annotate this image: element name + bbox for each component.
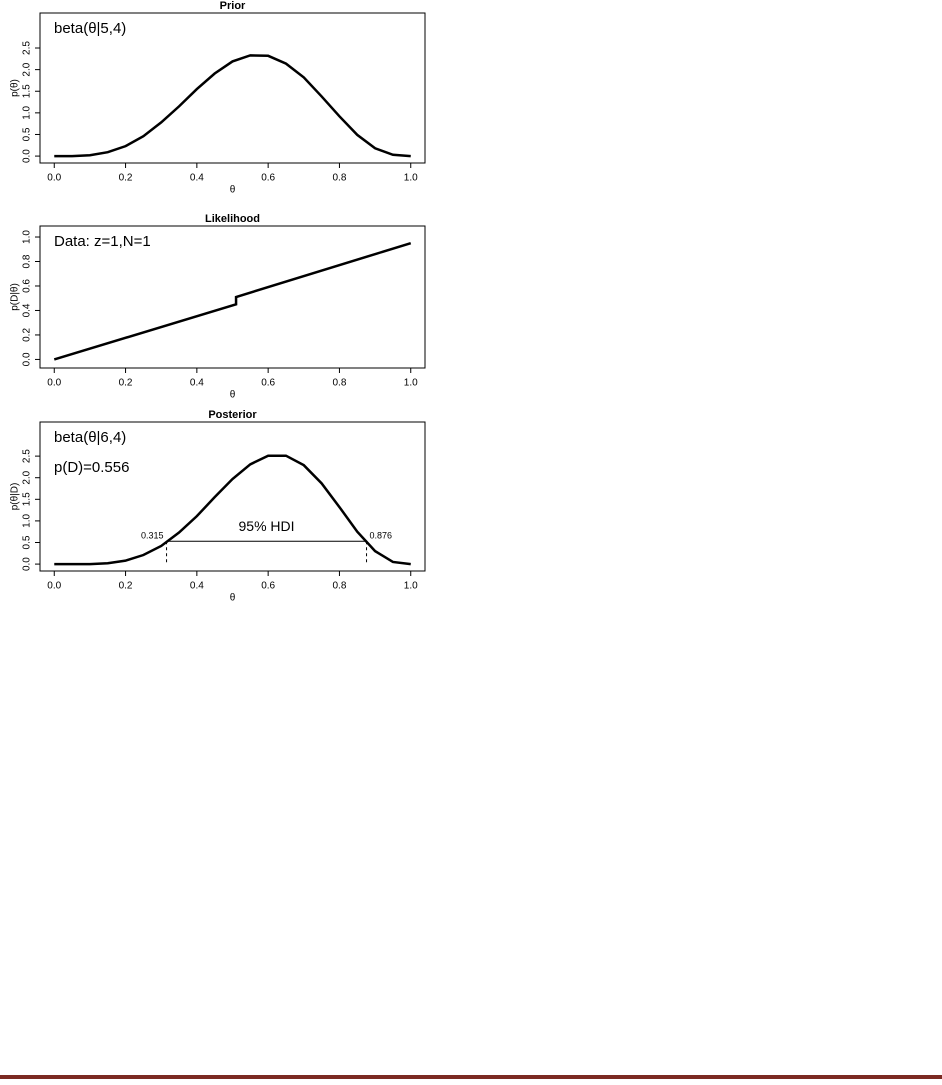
x-tick-label: 0.2 (119, 581, 133, 592)
y-tick-label: 0.2 (22, 328, 33, 342)
x-tick-label: 0.8 (332, 173, 346, 184)
annotation: p(D)=0.556 (54, 459, 129, 476)
y-tick-label: 0.0 (22, 352, 33, 366)
plot-frame (39, 225, 426, 369)
y-axis-label: p(θ) (10, 79, 21, 97)
y-tick-label: 2.0 (22, 62, 33, 76)
x-tick-label: 0.2 (119, 378, 133, 389)
y-axis-label: p(θ|D) (10, 483, 21, 511)
y-tick-label: 0.0 (22, 149, 33, 163)
x-axis-label: θ (230, 390, 236, 401)
chart-title: Likelihood (205, 213, 260, 225)
annotation: beta(θ|5,4) (54, 20, 126, 37)
x-tick-label: 1.0 (404, 581, 418, 592)
y-tick-label: 1.5 (22, 84, 33, 98)
x-tick-label: 0.6 (261, 581, 275, 592)
y-tick-label: 1.0 (22, 105, 33, 119)
y-tick-label: 0.4 (22, 303, 33, 317)
chart-title: Prior (220, 0, 246, 12)
hdi-limit-label: 0.315 (141, 531, 164, 541)
y-tick-label: 2.5 (22, 41, 33, 55)
x-tick-label: 0.4 (190, 581, 204, 592)
y-tick-label: 0.8 (22, 254, 33, 268)
plot-frame (39, 12, 426, 164)
x-tick-label: 0.0 (47, 378, 61, 389)
y-tick-label: 0.0 (22, 557, 33, 571)
chart-title: Posterior (208, 409, 257, 421)
data-line (54, 54, 411, 158)
annotation: Data: z=1,N=1 (54, 233, 151, 250)
y-tick-label: 1.5 (22, 492, 33, 506)
annotation: beta(θ|6,4) (54, 429, 126, 446)
x-tick-label: 0.0 (47, 173, 61, 184)
y-tick-label: 1.0 (22, 230, 33, 244)
x-axis-label: θ (230, 185, 236, 196)
y-axis-label: p(D|θ) (10, 283, 21, 311)
hdi-limit-label: 0.876 (370, 531, 393, 541)
x-tick-label: 0.8 (332, 378, 346, 389)
y-tick-label: 0.5 (22, 127, 33, 141)
plot-frame (39, 421, 426, 572)
x-tick-label: 1.0 (404, 378, 418, 389)
x-axis-label: θ (230, 593, 236, 604)
x-tick-label: 0.8 (332, 581, 346, 592)
data-line (53, 241, 412, 361)
x-tick-label: 0.0 (47, 581, 61, 592)
y-tick-label: 1.0 (22, 514, 33, 528)
y-tick-label: 2.0 (22, 470, 33, 484)
x-tick-label: 0.6 (261, 173, 275, 184)
hdi-label: 95% HDI (239, 518, 295, 534)
y-tick-label: 0.6 (22, 279, 33, 293)
footer-rule (0, 1075, 942, 1079)
x-tick-label: 1.0 (404, 173, 418, 184)
data-line (54, 454, 411, 566)
x-tick-label: 0.4 (190, 173, 204, 184)
y-tick-label: 2.5 (22, 449, 33, 463)
y-tick-label: 0.5 (22, 535, 33, 549)
x-tick-label: 0.2 (119, 173, 133, 184)
x-tick-label: 0.6 (261, 378, 275, 389)
x-tick-label: 0.4 (190, 378, 204, 389)
